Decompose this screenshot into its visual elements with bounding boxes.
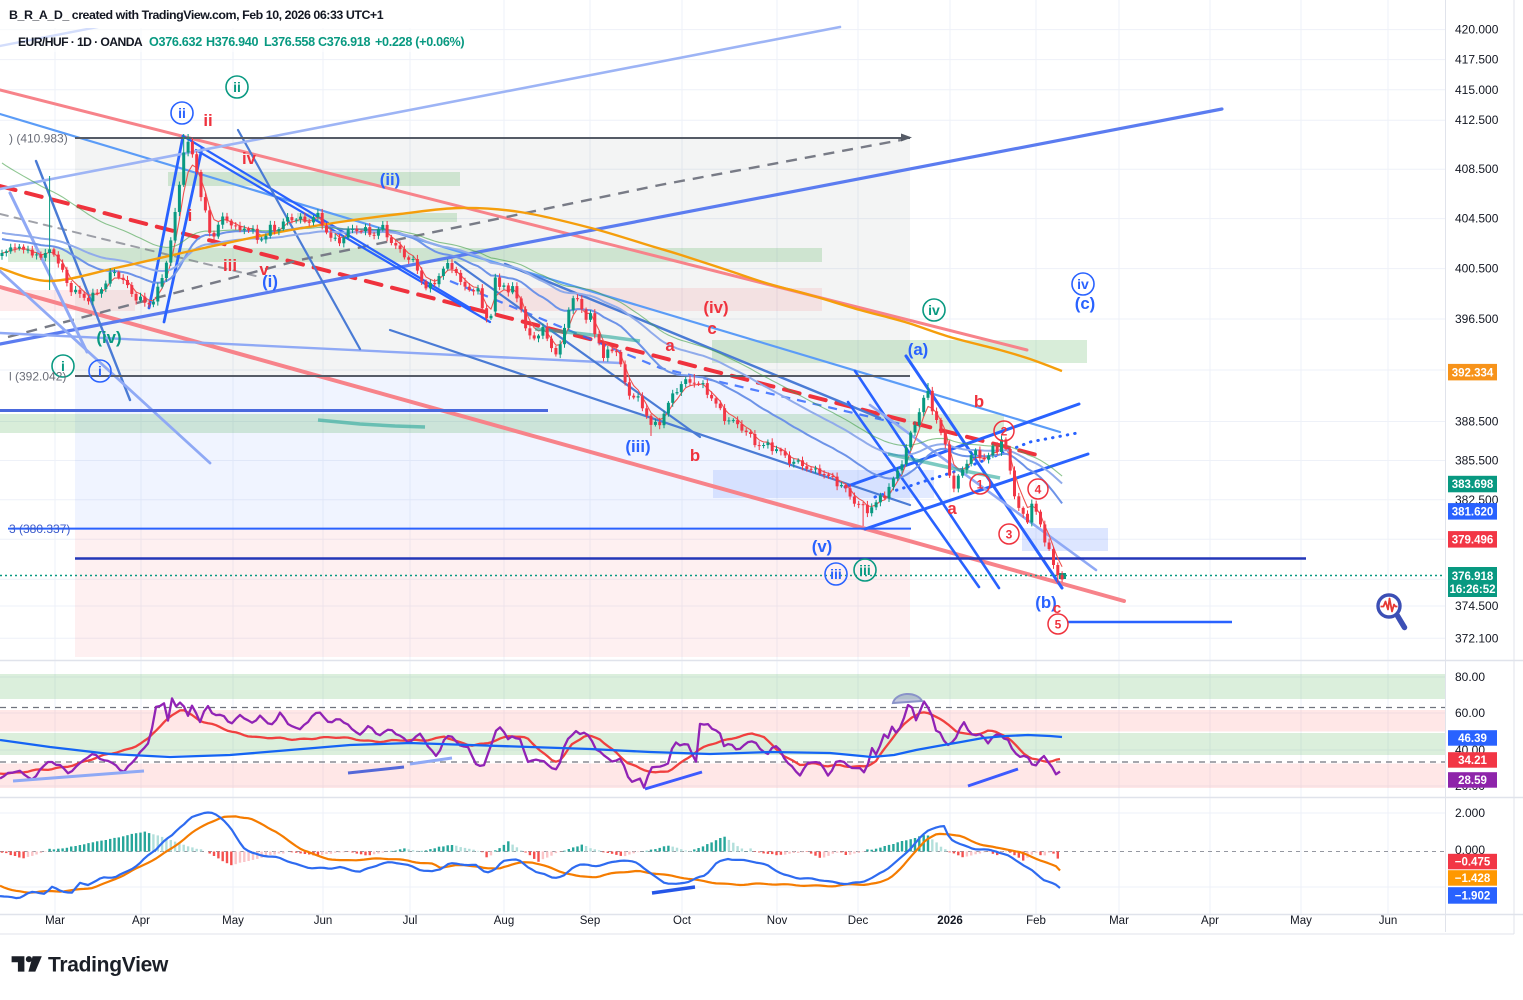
svg-text:415.000: 415.000	[1455, 83, 1499, 97]
svg-text:Jun: Jun	[314, 915, 333, 927]
svg-text:46.39: 46.39	[1458, 733, 1487, 745]
svg-text:28.59: 28.59	[1458, 775, 1487, 787]
svg-text:412.500: 412.500	[1455, 113, 1499, 127]
svg-text:408.500: 408.500	[1455, 162, 1499, 176]
svg-text:5: 5	[1055, 618, 1062, 632]
svg-text:Mar: Mar	[1109, 915, 1129, 927]
svg-text:iv: iv	[1077, 276, 1089, 292]
svg-text:−1.428: −1.428	[1455, 873, 1491, 885]
svg-text:372.100: 372.100	[1455, 631, 1499, 645]
svg-text:c: c	[707, 319, 716, 338]
svg-text:iii: iii	[830, 566, 842, 582]
svg-text:2026: 2026	[937, 915, 963, 927]
svg-text:16:26:52: 16:26:52	[1449, 584, 1495, 596]
svg-text:420.000: 420.000	[1455, 23, 1499, 37]
svg-text:385.500: 385.500	[1455, 454, 1499, 468]
svg-text:May: May	[222, 915, 244, 927]
svg-text:374.500: 374.500	[1455, 599, 1499, 613]
svg-text:l (392.042): l (392.042)	[9, 370, 66, 384]
svg-text:−1.902: −1.902	[1455, 891, 1491, 903]
svg-text:417.500: 417.500	[1455, 53, 1499, 67]
svg-text:b: b	[974, 392, 984, 411]
svg-text:(iii): (iii)	[625, 437, 650, 456]
svg-text:80.00: 80.00	[1455, 670, 1485, 684]
svg-text:EUR/HUF · 1D · OANDA: EUR/HUF · 1D · OANDA	[18, 35, 143, 49]
svg-text:3: 3	[1006, 528, 1013, 542]
svg-text:2.000: 2.000	[1455, 806, 1485, 820]
svg-text:iv: iv	[928, 302, 940, 318]
svg-text:Apr: Apr	[132, 915, 150, 927]
svg-text:1: 1	[977, 478, 984, 492]
svg-text:(iv): (iv)	[96, 328, 121, 347]
svg-text:396.500: 396.500	[1455, 312, 1499, 326]
svg-text:(i): (i)	[262, 272, 278, 291]
svg-text:Mar: Mar	[45, 915, 65, 927]
svg-text:ii: ii	[203, 111, 212, 130]
svg-text:379.496: 379.496	[1452, 535, 1494, 547]
svg-text:b: b	[690, 446, 700, 465]
svg-text:383.698: 383.698	[1452, 479, 1494, 491]
svg-text:ii: ii	[178, 105, 186, 121]
svg-text:i: i	[188, 206, 193, 225]
svg-text:Nov: Nov	[767, 915, 788, 927]
svg-text:381.620: 381.620	[1452, 507, 1494, 519]
svg-text:4: 4	[1035, 483, 1042, 497]
svg-text:(c): (c)	[1075, 294, 1096, 313]
svg-text:34.21: 34.21	[1458, 755, 1487, 767]
svg-text:i: i	[98, 363, 102, 379]
svg-text:B_R_A_D_ created with TradingV: B_R_A_D_ created with TradingView.com, F…	[9, 8, 384, 22]
svg-text:Oct: Oct	[673, 915, 692, 927]
svg-text:iii: iii	[223, 256, 237, 275]
svg-text:Sep: Sep	[580, 915, 600, 927]
svg-text:−0.475: −0.475	[1455, 857, 1491, 869]
svg-text:60.00: 60.00	[1455, 706, 1485, 720]
svg-text:(iv): (iv)	[703, 298, 728, 317]
svg-text:3 (380.337): 3 (380.337)	[9, 522, 70, 536]
svg-text:TradingView: TradingView	[48, 954, 169, 977]
svg-text:376.918: 376.918	[1452, 571, 1494, 583]
svg-text:392.334: 392.334	[1452, 367, 1494, 379]
svg-text:a: a	[665, 336, 675, 355]
svg-text:Dec: Dec	[848, 915, 869, 927]
svg-text:) (410.983): ) (410.983)	[9, 132, 68, 146]
svg-text:iv: iv	[242, 149, 257, 168]
svg-text:(v): (v)	[812, 537, 833, 556]
svg-text:(a): (a)	[908, 340, 929, 359]
svg-text:Jul: Jul	[403, 915, 418, 927]
svg-text:388.500: 388.500	[1455, 415, 1499, 429]
svg-text:iii: iii	[859, 562, 871, 578]
svg-text:a: a	[947, 499, 957, 518]
svg-text:Apr: Apr	[1201, 915, 1219, 927]
svg-text:Aug: Aug	[494, 915, 514, 927]
svg-text:May: May	[1290, 915, 1312, 927]
svg-text:(ii): (ii)	[380, 170, 401, 189]
svg-text:400.500: 400.500	[1455, 262, 1499, 276]
svg-text:ii: ii	[233, 79, 241, 95]
svg-text:Jun: Jun	[1379, 915, 1398, 927]
svg-text:404.500: 404.500	[1455, 212, 1499, 226]
svg-text:2: 2	[1001, 425, 1008, 439]
svg-text:Feb: Feb	[1026, 915, 1046, 927]
